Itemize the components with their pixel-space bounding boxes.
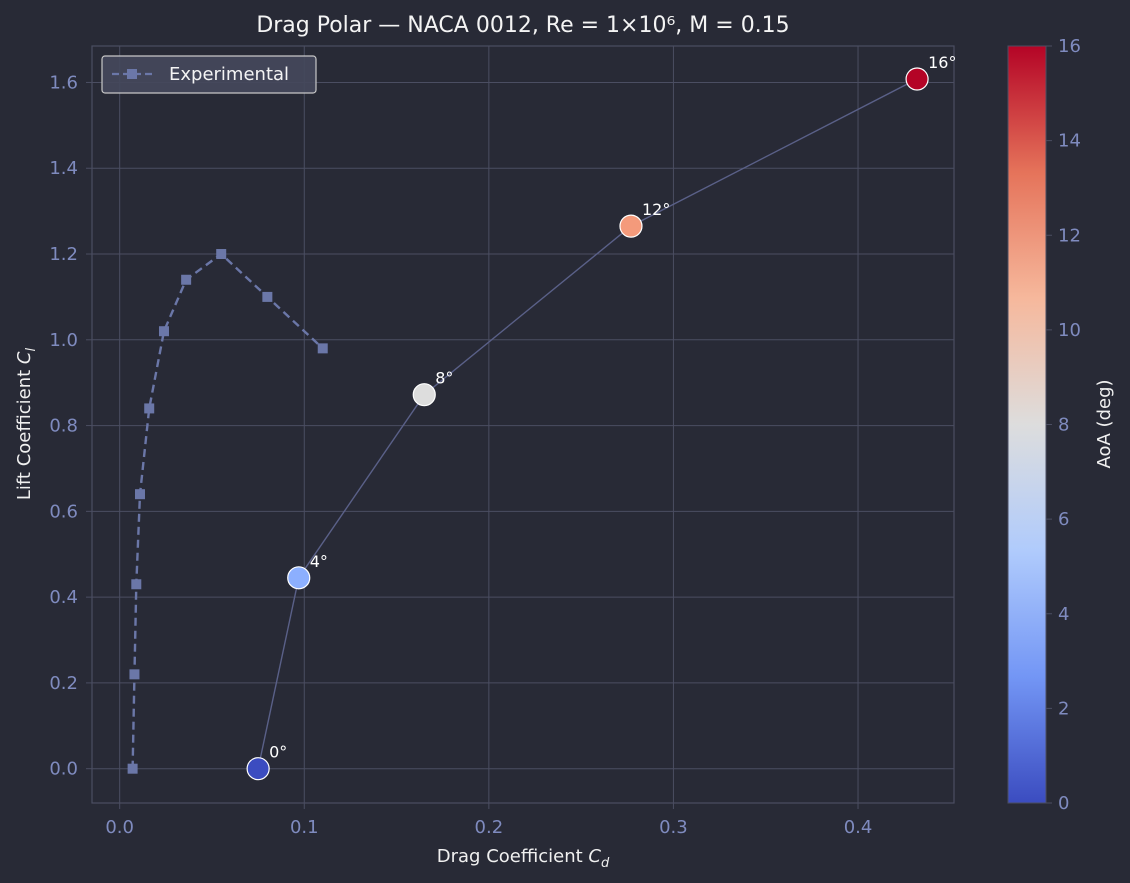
experimental-point bbox=[216, 249, 227, 260]
colorbar-tick-label: 6 bbox=[1058, 509, 1069, 530]
y-tick-label: 0.0 bbox=[49, 759, 78, 780]
colorbar-tick-label: 0 bbox=[1058, 793, 1069, 814]
x-tick-label: 0.3 bbox=[659, 817, 688, 838]
grid bbox=[92, 46, 954, 803]
y-tick-label: 1.6 bbox=[49, 72, 78, 93]
experimental-point bbox=[262, 291, 273, 302]
aoa-annotation: 8° bbox=[435, 369, 453, 388]
experimental-point bbox=[127, 763, 138, 774]
colorbar-tick-label: 12 bbox=[1058, 225, 1081, 246]
legend: Experimental bbox=[101, 55, 317, 94]
aoa-point bbox=[905, 67, 929, 91]
chart-title: Drag Polar — NACA 0012, Re = 1×10⁶, M = … bbox=[256, 13, 789, 38]
series: 0° 4° 8° 12° 16° bbox=[127, 53, 956, 781]
colorbar-tick-label: 16 bbox=[1058, 36, 1081, 57]
colorbar-label: AoA (deg) bbox=[1094, 379, 1115, 468]
colorbar-ticks: 0 2 4 6 8 10 12 14 16 bbox=[1046, 36, 1081, 814]
experimental-point bbox=[144, 403, 155, 414]
y-axis: 0.0 0.2 0.4 0.6 0.8 1.0 1.2 1.4 1.6 bbox=[49, 72, 92, 780]
experimental-point bbox=[158, 326, 169, 337]
colorbar-tick-label: 2 bbox=[1058, 698, 1069, 719]
x-tick-label: 0.4 bbox=[844, 817, 873, 838]
aoa-point bbox=[619, 214, 643, 238]
y-tick-label: 1.0 bbox=[49, 330, 78, 351]
x-axis: 0.0 0.1 0.2 0.3 0.4 bbox=[105, 803, 872, 838]
y-tick-label: 0.8 bbox=[49, 416, 78, 437]
experimental-point bbox=[131, 579, 142, 590]
colorbar-tick-label: 4 bbox=[1058, 604, 1069, 625]
aoa-annotation: 4° bbox=[310, 552, 328, 571]
legend-label-experimental: Experimental bbox=[169, 64, 289, 85]
experimental-point bbox=[134, 489, 145, 500]
experimental-point bbox=[317, 343, 328, 354]
y-tick-label: 0.2 bbox=[49, 673, 78, 694]
aoa-annotation: 12° bbox=[642, 200, 670, 219]
y-tick-label: 0.6 bbox=[49, 501, 78, 522]
x-tick-label: 0.1 bbox=[290, 817, 319, 838]
x-tick-label: 0.2 bbox=[475, 817, 504, 838]
colorbar: 0 2 4 6 8 10 12 14 16 AoA (deg) bbox=[1007, 36, 1115, 814]
y-tick-label: 0.4 bbox=[49, 587, 78, 608]
aoa-point bbox=[246, 757, 270, 781]
aoa-annotation: 16° bbox=[928, 53, 956, 72]
colorbar-gradient bbox=[1007, 45, 1047, 804]
legend-box bbox=[101, 55, 317, 94]
aoa-annotation: 0° bbox=[269, 743, 287, 762]
x-tick-label: 0.0 bbox=[105, 817, 134, 838]
legend-square-marker bbox=[127, 69, 137, 79]
experimental-point bbox=[181, 274, 192, 285]
plot-frame bbox=[91, 45, 955, 804]
x-axis-label: Drag Coefficient Cd bbox=[437, 846, 610, 871]
aoa-point bbox=[287, 566, 311, 590]
aoa-line bbox=[257, 78, 918, 769]
y-tick-label: 1.4 bbox=[49, 158, 78, 179]
y-axis-label: Lift Coefficient Cl bbox=[14, 348, 39, 501]
colorbar-tick-label: 10 bbox=[1058, 320, 1081, 341]
y-tick-label: 1.2 bbox=[49, 244, 78, 265]
experimental-point bbox=[129, 669, 140, 680]
aoa-point bbox=[412, 383, 436, 407]
colorbar-tick-label: 8 bbox=[1058, 415, 1069, 436]
colorbar-tick-label: 14 bbox=[1058, 131, 1081, 152]
